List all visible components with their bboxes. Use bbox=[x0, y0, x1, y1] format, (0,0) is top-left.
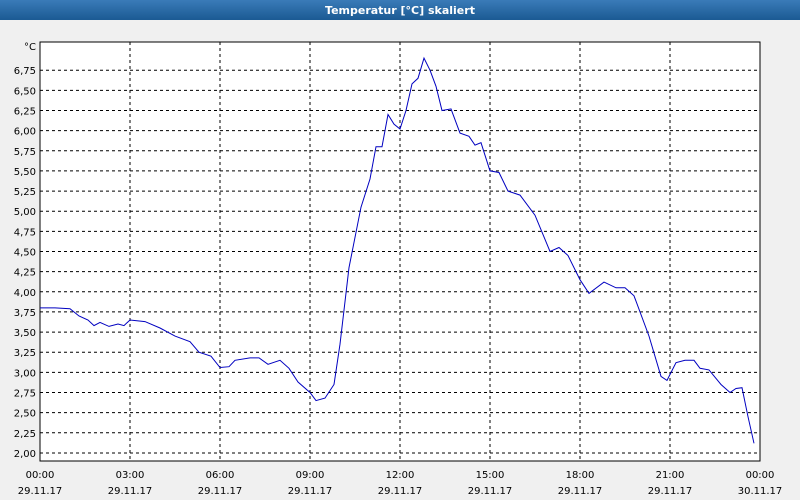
y-tick-label: 3,50 bbox=[14, 328, 36, 339]
x-tick-date: 29.11.17 bbox=[468, 486, 513, 497]
y-tick-label: 4,75 bbox=[14, 227, 36, 238]
y-tick-label: 2,50 bbox=[14, 409, 36, 420]
x-tick-label: 09:00 bbox=[296, 470, 325, 481]
chart-title: Temperatur [°C] skaliert bbox=[325, 4, 475, 17]
x-tick-label: 00:00 bbox=[26, 470, 55, 481]
y-tick-label: 3,25 bbox=[14, 348, 36, 359]
x-tick-label: 18:00 bbox=[566, 470, 595, 481]
x-tick-label: 00:00 bbox=[746, 470, 775, 481]
y-tick-label: 4,00 bbox=[14, 288, 36, 299]
title-bar bbox=[0, 0, 800, 20]
y-tick-label: 5,25 bbox=[14, 187, 36, 198]
x-tick-label: 06:00 bbox=[206, 470, 235, 481]
x-tick-label: 03:00 bbox=[116, 470, 145, 481]
x-tick-date: 30.11.17 bbox=[738, 486, 783, 497]
x-tick-date: 29.11.17 bbox=[108, 486, 153, 497]
x-tick-date: 29.11.17 bbox=[648, 486, 693, 497]
x-tick-date: 29.11.17 bbox=[558, 486, 603, 497]
x-tick-date: 29.11.17 bbox=[288, 486, 333, 497]
y-tick-label: 5,75 bbox=[14, 147, 36, 158]
y-tick-label: 4,25 bbox=[14, 268, 36, 279]
x-tick-label: 12:00 bbox=[386, 470, 415, 481]
y-tick-label: 4,50 bbox=[14, 248, 36, 259]
y-tick-label: 6,50 bbox=[14, 86, 36, 97]
x-tick-label: 15:00 bbox=[476, 470, 505, 481]
x-tick-date: 29.11.17 bbox=[378, 486, 423, 497]
y-tick-label: 6,25 bbox=[14, 106, 36, 117]
x-tick-date: 29.11.17 bbox=[18, 486, 63, 497]
y-tick-label: 6,75 bbox=[14, 66, 36, 77]
line bbox=[40, 56, 755, 444]
y-tick-label: 2,75 bbox=[14, 389, 36, 400]
y-tick-label: 3,75 bbox=[14, 308, 36, 319]
y-unit: °C bbox=[24, 42, 36, 53]
y-tick-label: 5,50 bbox=[14, 167, 36, 178]
y-tick-label: 6,00 bbox=[14, 127, 36, 138]
x-tick-date: 29.11.17 bbox=[198, 486, 243, 497]
y-tick-label: 5,00 bbox=[14, 207, 36, 218]
x-tick-label: 21:00 bbox=[656, 470, 685, 481]
y-tick-label: 3,00 bbox=[14, 368, 36, 379]
y-tick-label: 2,00 bbox=[14, 449, 36, 460]
y-tick-label: 2,25 bbox=[14, 429, 36, 440]
